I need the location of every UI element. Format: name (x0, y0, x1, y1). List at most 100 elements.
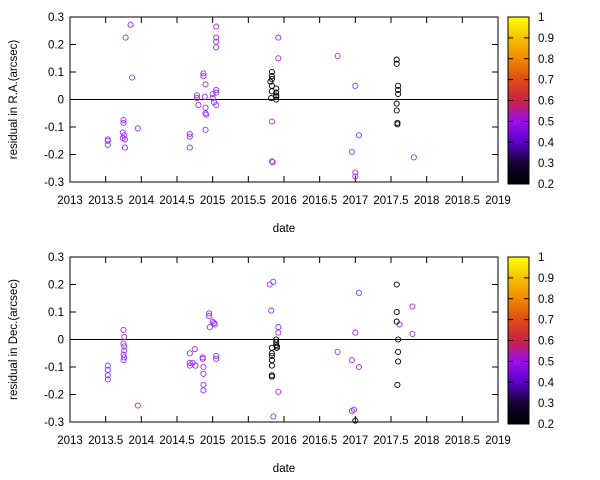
data-point-purple (120, 357, 127, 364)
data-point-purple (120, 340, 127, 347)
data-point-purple (121, 347, 128, 354)
data-point-purple (186, 144, 193, 151)
data-point-purple (203, 111, 210, 118)
y-tick-label: 0 (58, 95, 64, 107)
data-point-black (268, 73, 275, 80)
x-tick-label: 2015 (200, 195, 226, 207)
colorbar-tick-label: 0.2 (538, 419, 554, 431)
data-point-black (268, 373, 275, 380)
y-tick-label: 0.1 (48, 67, 64, 79)
x-tick-label: 2018.5 (445, 195, 480, 207)
colorbar-tick-label: 0.8 (538, 54, 554, 66)
data-point-purple (355, 289, 362, 296)
data-point-purple (186, 130, 193, 137)
data-point-black (393, 56, 400, 63)
data-point-purple (275, 324, 282, 331)
data-point-purple (209, 95, 216, 102)
data-point-black (394, 121, 401, 128)
colorbar-tick-label: 0.4 (538, 137, 555, 149)
y-tick-label: 0.2 (48, 280, 64, 292)
data-point-purple (199, 355, 206, 362)
data-point-black (267, 78, 274, 85)
y-tick-label: -0.1 (44, 122, 64, 134)
data-point-black (393, 107, 400, 114)
data-point-black (268, 362, 275, 369)
data-point-purple (104, 137, 111, 144)
data-point-black (273, 93, 280, 100)
data-point-black (395, 82, 402, 89)
colorbar-tick-label: 0.6 (538, 96, 554, 108)
x-tick-label: 2015 (200, 435, 226, 447)
data-point-purple (275, 55, 282, 62)
data-point-purple (213, 101, 220, 109)
colorbar-tick-label: 0.9 (538, 273, 554, 285)
x-tick-label: 2019 (485, 195, 511, 207)
data-point-purple (334, 52, 341, 60)
data-point-black (395, 348, 402, 355)
data-point-purple (275, 329, 282, 336)
colorbar-tick-label: 0.4 (538, 377, 555, 389)
colorbar-tick-label: 0.9 (538, 33, 554, 45)
data-point-purple (213, 89, 220, 96)
colorbar-tick-label: 0.2 (538, 179, 554, 191)
y-tick-label: -0.1 (44, 362, 64, 374)
data-point-purple (268, 158, 275, 165)
data-point-purple (186, 359, 193, 366)
data-point-purple (409, 330, 416, 338)
data-point-black (395, 336, 402, 343)
y-tick-label: 0 (58, 335, 64, 347)
x-tick-label: 2014.5 (159, 435, 194, 447)
data-point-purple (127, 21, 134, 28)
x-tick-label: 2014 (129, 435, 155, 447)
data-point-purple (186, 350, 193, 357)
data-point-purple (202, 81, 209, 88)
data-point-purple (202, 104, 209, 111)
y-tick-label: -0.3 (44, 417, 64, 429)
x-tick-label: 2018 (414, 435, 440, 447)
data-point-purple (195, 101, 202, 109)
data-point-purple (348, 357, 355, 364)
y-axis-label: residual in R.A.(arcsec) (8, 40, 20, 160)
data-point-purple (191, 346, 198, 353)
x-tick-label: 2014.5 (159, 195, 194, 207)
data-point-purple (268, 118, 275, 125)
data-point-purple (200, 387, 207, 394)
data-point-purple (352, 329, 359, 336)
y-axis-label: residual in Dec.(arcsec) (8, 279, 20, 400)
colorbar-tick-label: 1 (538, 12, 544, 24)
x-tick-label: 2013 (57, 435, 83, 447)
data-point-purple (134, 402, 141, 409)
data-point-black (395, 86, 402, 93)
x-tick-label: 2013.5 (88, 435, 123, 447)
data-point-black (273, 96, 280, 103)
data-point-purple (206, 324, 213, 331)
y-tick-label: -0.2 (44, 150, 64, 162)
data-point-black (273, 344, 280, 351)
data-point-purple (355, 363, 362, 371)
data-point-purple (120, 117, 127, 124)
data-point-purple (200, 370, 207, 377)
colorbar-tick-label: 1 (538, 252, 544, 264)
data-point-black (268, 350, 275, 357)
data-point-purple (206, 310, 213, 317)
data-point-purple (104, 141, 111, 148)
data-point-purple (266, 281, 273, 288)
data-point-black (393, 60, 400, 67)
colorbar-tick-label: 0.8 (538, 294, 554, 306)
colorbar-tick-label: 0.5 (538, 116, 554, 128)
data-point-purple (122, 34, 129, 41)
data-point-purple (121, 343, 128, 350)
data-point-purple (201, 93, 208, 100)
y-tick-label: -0.3 (44, 177, 64, 189)
x-tick-label: 2016 (271, 435, 297, 447)
data-point-purple (270, 278, 277, 285)
data-point-purple (350, 406, 357, 413)
x-tick-label: 2013 (57, 195, 83, 207)
data-point-black (395, 358, 402, 365)
ra-residual-plot: 0.3 0.2 0.1 0 -0.1 -0.2 -0.3 2013 2013.5 2014 2014… (8, 12, 555, 235)
colorbar-tick-label: 0.6 (538, 336, 554, 348)
data-point-purple (200, 70, 207, 77)
colorbar-tick-label: 0.7 (538, 75, 554, 87)
x-tick-label: 2018.5 (445, 435, 480, 447)
data-point-purple (129, 74, 136, 81)
